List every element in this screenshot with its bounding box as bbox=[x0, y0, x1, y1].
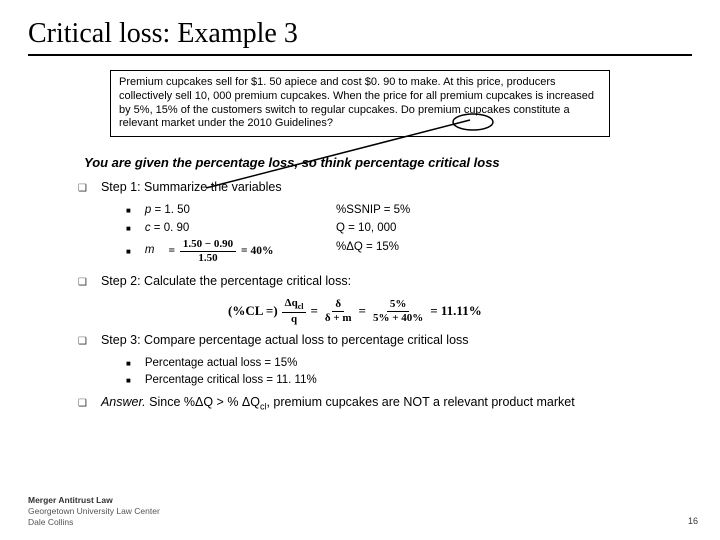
critical-loss-formula: (%CL =) Δqcl q = δδ + m = 5%5% + 40% = 1… bbox=[228, 298, 692, 325]
step-1-variables: ■ p = 1. 50 %SSNIP = 5% ■ c = 0. 90 Q = … bbox=[126, 202, 692, 264]
footer-line-2: Georgetown University Law Center bbox=[28, 506, 160, 517]
problem-statement-box: Premium cupcakes sell for $1. 50 apiece … bbox=[110, 70, 610, 137]
bullet-icon: ■ bbox=[126, 355, 131, 372]
step-3-line-2: ■ Percentage critical loss = 11. 11% bbox=[126, 372, 692, 389]
actual-loss-text: Percentage actual loss = 15% bbox=[145, 355, 297, 372]
answer-label: Answer. bbox=[101, 395, 146, 409]
bullet-square-icon: ❑ bbox=[78, 274, 87, 292]
var-dq: %ΔQ = 15% bbox=[336, 239, 536, 264]
step-2-title: Step 2: Calculate the percentage critica… bbox=[101, 274, 351, 288]
formula-f1-sub: cl bbox=[298, 302, 304, 311]
m-formula-result: = 40% bbox=[241, 245, 273, 257]
var-m: ■ m = 1.50 − 0.901.50 = 40% bbox=[126, 239, 336, 264]
m-formula-den: 1.50 bbox=[195, 252, 220, 264]
steps-container: ❑ Step 1: Summarize the variables ■ p = … bbox=[78, 180, 692, 389]
bullet-icon: ■ bbox=[126, 372, 131, 389]
bullet-square-icon: ❑ bbox=[78, 395, 87, 413]
answer-text: Answer. Since %ΔQ > % ΔQcl, premium cupc… bbox=[101, 395, 575, 413]
formula-result: = 11.11% bbox=[430, 303, 481, 319]
formula-f1-num: Δq bbox=[285, 297, 298, 309]
answer-pre: Since %ΔQ > % ΔQ bbox=[146, 395, 260, 409]
critical-loss-text: Percentage critical loss = 11. 11% bbox=[145, 372, 317, 389]
var-p-value: = 1. 50 bbox=[151, 204, 190, 216]
bullet-icon: ■ bbox=[126, 243, 131, 260]
title-underline bbox=[28, 54, 692, 56]
formula-f3-num: 5% bbox=[387, 299, 410, 312]
formula-f3-den: 5% + 40% bbox=[370, 312, 426, 324]
slide-footer: Merger Antitrust Law Georgetown Universi… bbox=[28, 495, 160, 528]
bullet-square-icon: ❑ bbox=[78, 180, 87, 198]
m-formula-num: 1.50 − 0.90 bbox=[180, 239, 236, 252]
answer-post: , premium cupcakes are NOT a relevant pr… bbox=[266, 395, 574, 409]
m-formula: = 1.50 − 0.901.50 = 40% bbox=[168, 239, 273, 264]
bullet-icon: ■ bbox=[126, 202, 131, 219]
formula-f2-num: δ bbox=[332, 299, 344, 312]
bullet-square-icon: ❑ bbox=[78, 333, 87, 351]
page-number: 16 bbox=[688, 516, 698, 526]
formula-lhs: (%CL =) bbox=[228, 303, 278, 319]
step-2-heading: ❑ Step 2: Calculate the percentage criti… bbox=[78, 274, 692, 292]
hint-text: You are given the percentage loss, so th… bbox=[84, 155, 692, 170]
step-1-title: Step 1: Summarize the variables bbox=[101, 180, 282, 194]
footer-line-3: Dale Collins bbox=[28, 517, 160, 528]
slide-title: Critical loss: Example 3 bbox=[28, 18, 692, 50]
var-p: ■ p = 1. 50 bbox=[126, 202, 336, 219]
step-3-heading: ❑ Step 3: Compare percentage actual loss… bbox=[78, 333, 692, 351]
footer-line-1: Merger Antitrust Law bbox=[28, 495, 160, 506]
bullet-icon: ■ bbox=[126, 220, 131, 237]
step-3-line-1: ■ Percentage actual loss = 15% bbox=[126, 355, 692, 372]
formula-f2-den: δ + m bbox=[322, 312, 355, 324]
step-1-heading: ❑ Step 1: Summarize the variables bbox=[78, 180, 692, 198]
var-ssnip: %SSNIP = 5% bbox=[336, 202, 536, 219]
step-3-sublist: ■ Percentage actual loss = 15% ■ Percent… bbox=[126, 355, 692, 390]
var-c-value: = 0. 90 bbox=[151, 222, 190, 234]
formula-f1-den: q bbox=[288, 313, 300, 325]
answer-row: ❑ Answer. Since %ΔQ > % ΔQcl, premium cu… bbox=[78, 395, 692, 413]
step-3-title: Step 3: Compare percentage actual loss t… bbox=[101, 333, 469, 347]
var-c: ■ c = 0. 90 bbox=[126, 220, 336, 237]
var-q: Q = 10, 000 bbox=[336, 220, 536, 237]
var-m-label: m bbox=[145, 242, 155, 259]
